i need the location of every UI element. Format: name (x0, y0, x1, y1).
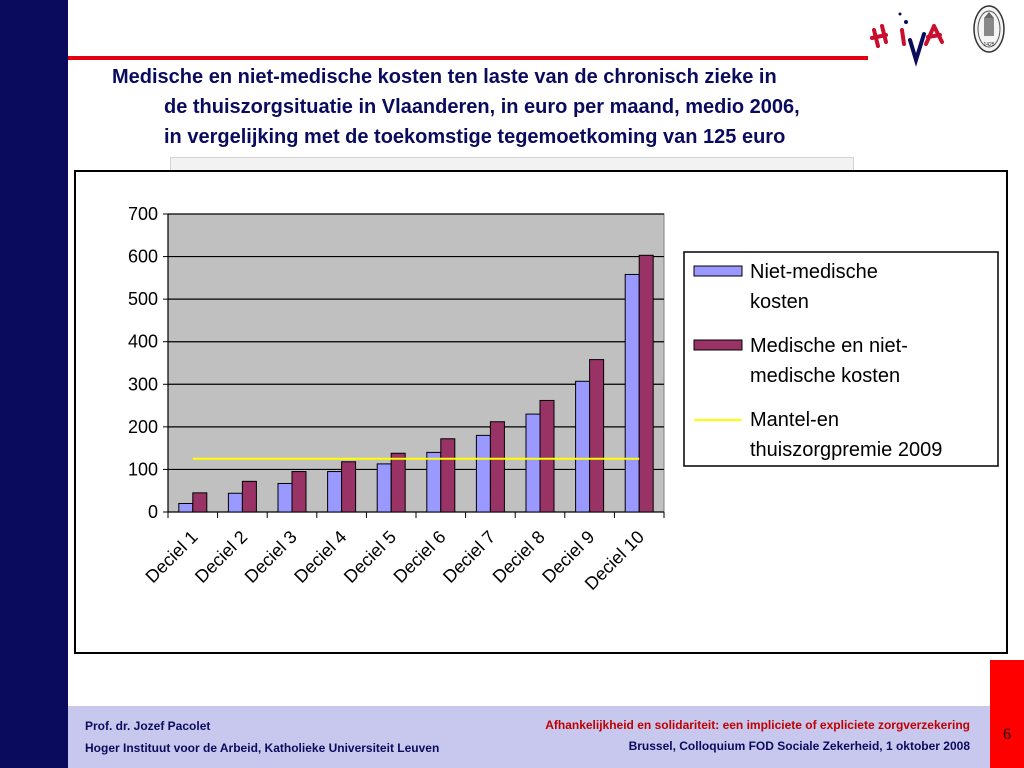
legend-label: Mantel-en (750, 409, 839, 431)
seal-year: 1425 (983, 42, 994, 48)
legend-swatch (693, 265, 743, 277)
bar-niet-medisch-8 (525, 413, 541, 513)
left-navy-bar (0, 0, 68, 768)
x-tick-label: Deciel 2 (191, 527, 251, 587)
university-seal-icon: 1425 (973, 5, 1005, 53)
bar-niet-medisch-5 (376, 463, 392, 513)
legend-box (683, 251, 999, 467)
bar-niet-medisch-9 (575, 380, 591, 513)
x-tick-label: Deciel 6 (390, 527, 450, 587)
legend-label: medische kosten (750, 365, 900, 387)
chart-frame: 0 100 200 300 400 500 600 700 Deciel 1 Deciel 2 De… (74, 170, 1008, 654)
title-red-rule (68, 56, 868, 60)
x-tick-label: Deciel 4 (290, 527, 350, 587)
bar-niet-medisch-10 (624, 273, 640, 513)
bar-medisch-6 (440, 438, 456, 513)
title-line-1: Medische en niet-medische kosten ten las… (112, 66, 777, 88)
bar-niet-medisch-7 (475, 434, 491, 513)
legend-label: kosten (750, 291, 809, 313)
y-tick-label: 300 (128, 374, 158, 394)
legend-swatch (693, 339, 743, 351)
title-line-2: de thuiszorgsituatie in Vlaanderen, in e… (164, 96, 800, 118)
bar-medisch-2 (241, 480, 257, 513)
hiva-logo-icon (870, 12, 944, 67)
footer-event: Brussel, Colloquium FOD Sociale Zekerhei… (628, 739, 970, 753)
bar-medisch-7 (489, 421, 505, 513)
legend-label: thuiszorgpremie 2009 (750, 439, 942, 461)
footer-institute: Hoger Instituut voor de Arbeid, Katholie… (85, 741, 440, 755)
bar-niet-medisch-1 (178, 502, 194, 513)
title-line-3: in vergelijking met de toekomstige tegem… (164, 126, 786, 148)
bar-niet-medisch-6 (426, 451, 442, 513)
footer: Prof. dr. Jozef Pacolet Hoger Instituut … (68, 706, 990, 768)
page-number-box: 6 (990, 660, 1024, 768)
footer-author: Prof. dr. Jozef Pacolet (85, 719, 211, 733)
chart-legend: Niet-medische kosten Medische en niet-medi… (683, 251, 999, 467)
x-tick-label: Deciel 5 (340, 527, 400, 587)
x-tick-label: Deciel 8 (489, 527, 549, 587)
page-number: 6 (1003, 726, 1011, 743)
y-tick-label: 100 (128, 459, 158, 479)
bar-medisch-4 (341, 461, 357, 513)
bar-medisch-8 (539, 399, 555, 513)
x-tick-label: Deciel 3 (241, 527, 301, 587)
y-tick-label: 0 (148, 502, 158, 522)
y-tick-label: 700 (128, 204, 158, 224)
bar-niet-medisch-4 (327, 471, 343, 513)
bar-medisch-1 (192, 492, 208, 513)
legend-label: Niet-medische (750, 261, 878, 283)
y-tick-label: 200 (128, 417, 158, 437)
bar-medisch-5 (390, 452, 406, 513)
y-tick-label: 400 (128, 332, 158, 352)
y-tick-label: 600 (128, 247, 158, 267)
bar-medisch-3 (291, 471, 307, 513)
bar-niet-medisch-3 (277, 482, 293, 513)
embedded-chart-strip (170, 157, 854, 171)
x-tick-label: Deciel 1 (142, 527, 202, 587)
bar-medisch-9 (589, 359, 605, 513)
bar-medisch-10 (638, 254, 654, 513)
footer-talk-title: Afhankelijkheid en solidariteit: een imp… (545, 718, 970, 732)
legend-label: Medische en niet- (750, 335, 908, 357)
y-tick-label: 500 (128, 289, 158, 309)
slide-title: Medische en niet-medische kosten ten las… (112, 62, 992, 152)
x-tick-label: Deciel 7 (439, 527, 499, 587)
bar-niet-medisch-2 (227, 492, 243, 513)
